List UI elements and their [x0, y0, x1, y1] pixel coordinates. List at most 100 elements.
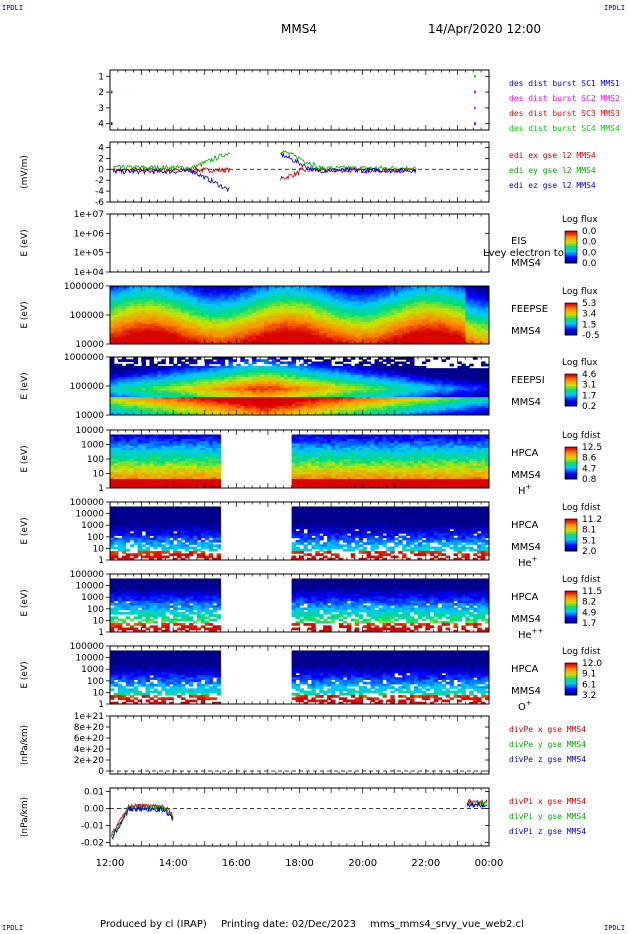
- burst-ytick-label: 2: [98, 88, 104, 98]
- hpca_h-cbar-cell: [565, 475, 577, 477]
- hpca_he-cbar-cell: [565, 544, 577, 547]
- feepse-cbar-cell: [565, 313, 577, 316]
- eis-cbar-cell: [565, 255, 577, 257]
- hpca_h-cbar-cell: [565, 468, 577, 471]
- hpca_o-cbar-cell: [565, 677, 577, 680]
- hpca_o-cbar-tick: 6.1: [582, 680, 596, 690]
- hpca_o-cbar-cell: [565, 687, 577, 689]
- hpca_o-spacecraft-label: MMS4: [511, 686, 541, 697]
- hpca_o-ytick-label: 10: [93, 688, 105, 698]
- hpca_h-spectrogram: [110, 434, 490, 489]
- eis-cbar-cell: [565, 237, 577, 240]
- hpca_o-cbar-cell: [565, 679, 577, 681]
- corner-tag-bottom-left: IPDLI: [2, 924, 24, 932]
- feepse-spacecraft-label: MMS4: [511, 326, 541, 337]
- hpca_he2-cbar-cell: [565, 611, 577, 613]
- feepsi-cbar-title: Log flux: [562, 358, 598, 368]
- eis-cbar-cell: [565, 247, 577, 249]
- eis-cbar-cell: [565, 257, 577, 260]
- feepsi-ytick-label: 10000: [75, 411, 104, 421]
- divpi-ytick-label: 0.01: [84, 787, 104, 797]
- feepse-cbar-cell: [565, 308, 577, 311]
- hpca_he-cbar-cell: [565, 532, 577, 535]
- hpca_o-instrument-label: HPCA: [511, 664, 539, 675]
- feepsi-cbar-cell: [565, 376, 577, 379]
- hpca_he2-cbar-cell: [565, 593, 577, 596]
- hpca_he-cbar-cell: [565, 549, 577, 552]
- header-spacecraft: MMS4: [281, 22, 317, 36]
- x-tick-label: 22:00: [411, 858, 440, 869]
- burst-legend-item: des dist burst SC3 MMS3: [509, 109, 620, 118]
- feepse-cbar-cell: [565, 327, 577, 329]
- hpca_he-cbar-cell: [565, 524, 577, 527]
- hpca_he-ytick-label: 10: [93, 544, 105, 554]
- hpca_he-ytick-label: 1000: [81, 521, 104, 531]
- eis-cbar-cell: [565, 253, 577, 256]
- hpca_o-cbar-cell: [565, 668, 577, 671]
- eis-cbar-tick: 0.0: [582, 248, 597, 258]
- divpe-ytick-label: 1e+21: [74, 712, 104, 722]
- hpca_h-ylabel: E (eV): [20, 445, 30, 472]
- eis-ytick-label: 1e+04: [74, 268, 105, 278]
- hpca_o-cbar-cell: [565, 688, 577, 691]
- divpi-ytick-label: 0.00: [84, 804, 104, 814]
- feepse-cbar-cell: [565, 325, 577, 328]
- hpca_he-cbar-cell: [565, 537, 577, 540]
- hpca_he2-spacecraft-label: MMS4: [511, 614, 541, 625]
- hpca_he-cbar-cell: [565, 519, 577, 521]
- feepsi-spacecraft-label: MMS4: [511, 397, 541, 408]
- feepse-cbar-cell: [565, 309, 577, 312]
- hpca_he2-ytick-label: 100000: [70, 570, 105, 580]
- feepse-cbar-cell: [565, 321, 577, 324]
- hpca_h-ytick-label: 1000: [81, 441, 104, 451]
- hpca_o-cbar-cell: [565, 692, 577, 695]
- hpca_he-cbar-cell: [565, 529, 577, 532]
- hpca_o-cbar-tick: 12.0: [582, 659, 602, 669]
- hpca_h-cbar-tick: 4.7: [582, 464, 596, 474]
- divpe-ytick-label: 2e+20: [74, 756, 105, 766]
- eis-cbar-cell: [565, 239, 577, 241]
- x-tick-label: 12:00: [96, 858, 125, 869]
- divpe-legend-item: divPe y gse MMS4: [509, 740, 586, 749]
- eis-cbar-cell: [565, 243, 577, 245]
- hpca_he2-cbar-cell: [565, 592, 577, 595]
- divpi-frame: [109, 787, 490, 847]
- eis-cbar-frame: [564, 230, 578, 264]
- feepsi-cbar-cell: [565, 380, 577, 383]
- hpca_o-cbar-cell: [565, 685, 577, 688]
- hpca_h-cbar-cell: [565, 451, 577, 453]
- hpca_he-ion-label: He+: [518, 555, 538, 569]
- divpi-ytick-label: -0.01: [81, 822, 104, 832]
- hpca_o-cbar-cell: [565, 672, 577, 675]
- burst-point: [474, 106, 476, 110]
- hpca_o-cbar-tick: 3.2: [582, 691, 596, 701]
- hpca_he-cbar-cell: [565, 547, 577, 549]
- corner-tag-bottom-right: IPDLI: [604, 924, 626, 932]
- hpca_he-cbar-title: Log fdist: [562, 503, 601, 513]
- feepsi-cbar-cell: [565, 395, 577, 398]
- eis-ytick-label: 1e+06: [74, 229, 105, 239]
- header-datetime: 14/Apr/2020 12:00: [428, 22, 542, 36]
- hpca_he2-cbar-title: Log fdist: [562, 575, 601, 585]
- eis-cbar-cell: [565, 260, 577, 263]
- hpca_he2-ytick-label: 1: [98, 628, 104, 638]
- hpca_he2-cbar-cell: [565, 596, 577, 599]
- feepsi-cbar-cell: [565, 374, 577, 376]
- feepsi-ytick-label: 100000: [70, 382, 105, 392]
- feepse-cbar-cell: [565, 317, 577, 320]
- hpca_h-cbar-cell: [565, 469, 577, 472]
- hpca_h-cbar-tick: 8.6: [582, 454, 597, 464]
- feepsi-spectrogram: [110, 357, 490, 416]
- hpca_he2-cbar-cell: [565, 608, 577, 611]
- feepsi-cbar-tick: 4.6: [582, 370, 597, 380]
- eis-cbar-cell: [565, 241, 577, 244]
- hpca_h-ytick-label: 10000: [75, 426, 104, 436]
- hpca_h-ytick-label: 10: [93, 470, 105, 480]
- hpca_o-cbar-cell: [565, 663, 577, 665]
- burst-point: [474, 74, 476, 78]
- feepse-cbar-cell: [565, 324, 577, 327]
- eis-overlay-label: Lvey electron to: [483, 248, 564, 259]
- eis-ytick-label: 1e+07: [74, 210, 104, 220]
- hpca_h-cbar-cell: [565, 457, 577, 460]
